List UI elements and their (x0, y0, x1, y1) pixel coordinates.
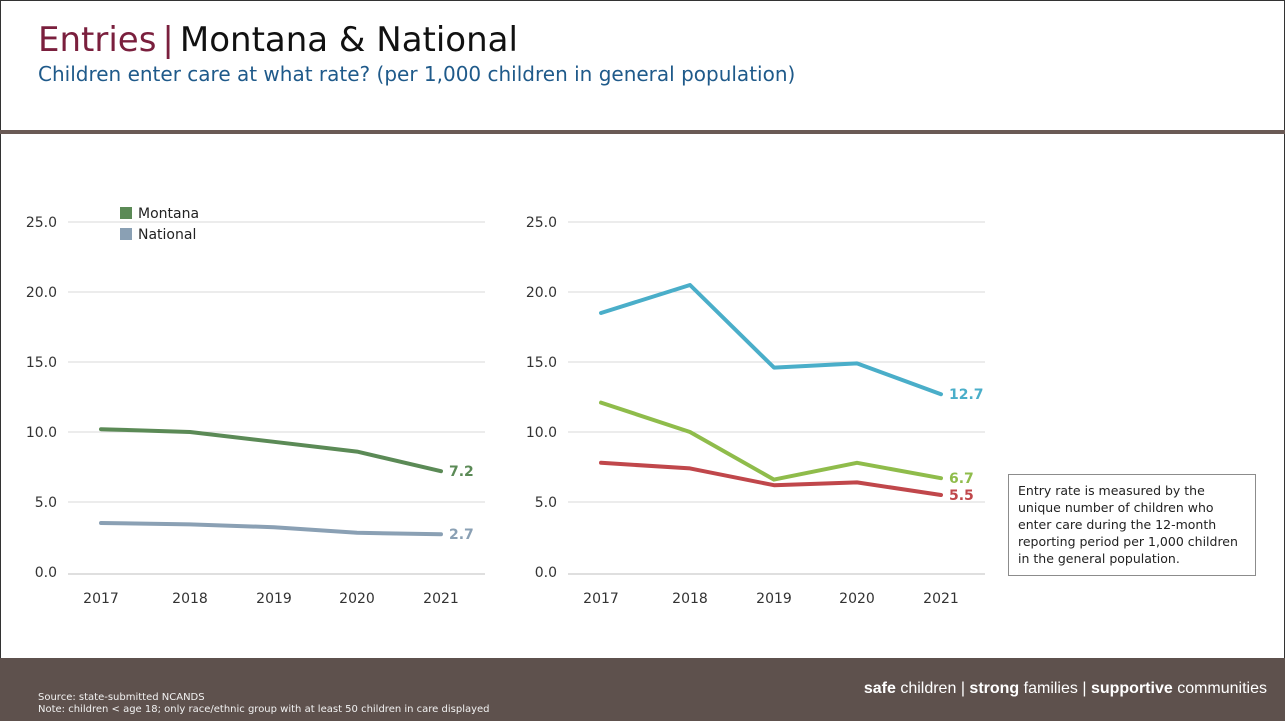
end-data-label: 12.7 (949, 387, 984, 403)
tagline-sep-2: | (1082, 680, 1087, 697)
source-line: Source: state-submitted NCANDS (38, 692, 205, 703)
tagline-bold-2: strong (969, 680, 1020, 697)
x-tick-label: 2021 (923, 591, 959, 607)
y-tick-label: 25.0 (526, 215, 557, 231)
series-line (599, 400, 943, 482)
series-line (599, 283, 943, 397)
series-line (99, 427, 443, 474)
tagline-bold-3: supportive (1090, 680, 1173, 697)
end-data-label: 7.2 (449, 464, 474, 480)
footer-tagline: safe children | strong families | suppor… (864, 680, 1267, 698)
footer: Source: state-submitted NCANDS Note: chi… (0, 658, 1285, 721)
y-tick-label: 15.0 (526, 355, 557, 371)
end-data-label: 5.5 (949, 488, 974, 504)
title-main: Montana & National (179, 20, 518, 60)
x-tick-label: 2017 (83, 591, 119, 607)
y-tick-label: 10.0 (526, 425, 557, 441)
x-tick-label: 2020 (339, 591, 375, 607)
y-tick-label: 20.0 (526, 285, 557, 301)
tagline-rest-2: families (1019, 680, 1078, 697)
header: Entries | Montana & National Children ente… (38, 20, 795, 86)
end-data-label: 6.7 (949, 471, 974, 487)
y-tick-label: 0.0 (535, 565, 557, 581)
y-tick-label: 25.0 (26, 215, 57, 231)
page-subtitle: Children enter care at what rate? (per 1… (38, 62, 796, 86)
y-tick-label: 15.0 (26, 355, 57, 371)
title-prefix: Entries (38, 20, 157, 60)
x-tick-label: 2018 (172, 591, 208, 607)
footer-source: Source: state-submitted NCANDS Note: chi… (38, 692, 490, 716)
note-line: Note: children < age 18; only race/ethni… (38, 704, 490, 715)
x-tick-label: 2019 (756, 591, 792, 607)
chart-montana-national: 0.0 5.0 10.0 15.0 20.0 25.0 2017 2018 2019 2020 20… (26, 206, 485, 607)
legend-label: National (138, 227, 196, 243)
y-tick-label: 0.0 (35, 565, 57, 581)
header-divider (0, 130, 1285, 134)
tagline-rest-1: children (895, 680, 957, 697)
y-tick-label: 5.0 (35, 495, 57, 511)
tagline-bold-1: safe (863, 680, 896, 697)
legend-swatch (120, 207, 132, 219)
title-separator: | (162, 20, 174, 60)
series-line (99, 521, 443, 537)
y-tick-label: 20.0 (26, 285, 57, 301)
y-tick-label: 5.0 (535, 495, 557, 511)
x-tick-label: 2017 (583, 591, 619, 607)
x-tick-label: 2021 (423, 591, 459, 607)
x-tick-label: 2018 (672, 591, 708, 607)
tagline-rest-3: communities (1172, 680, 1267, 697)
chart-race-ethnicity: 0.0 5.0 10.0 15.0 20.0 25.0 2017 2018 2019 2020 20… (526, 215, 985, 607)
definition-note: Entry rate is measured by the unique num… (1008, 474, 1256, 576)
x-tick-label: 2019 (256, 591, 292, 607)
page-title: Entries | Montana & National (38, 20, 795, 60)
legend-swatch (120, 228, 132, 240)
end-data-label: 2.7 (449, 527, 474, 543)
tagline-sep-1: | (960, 680, 965, 697)
x-tick-label: 2020 (839, 591, 875, 607)
legend-label: Montana (138, 206, 199, 222)
y-tick-label: 10.0 (26, 425, 57, 441)
